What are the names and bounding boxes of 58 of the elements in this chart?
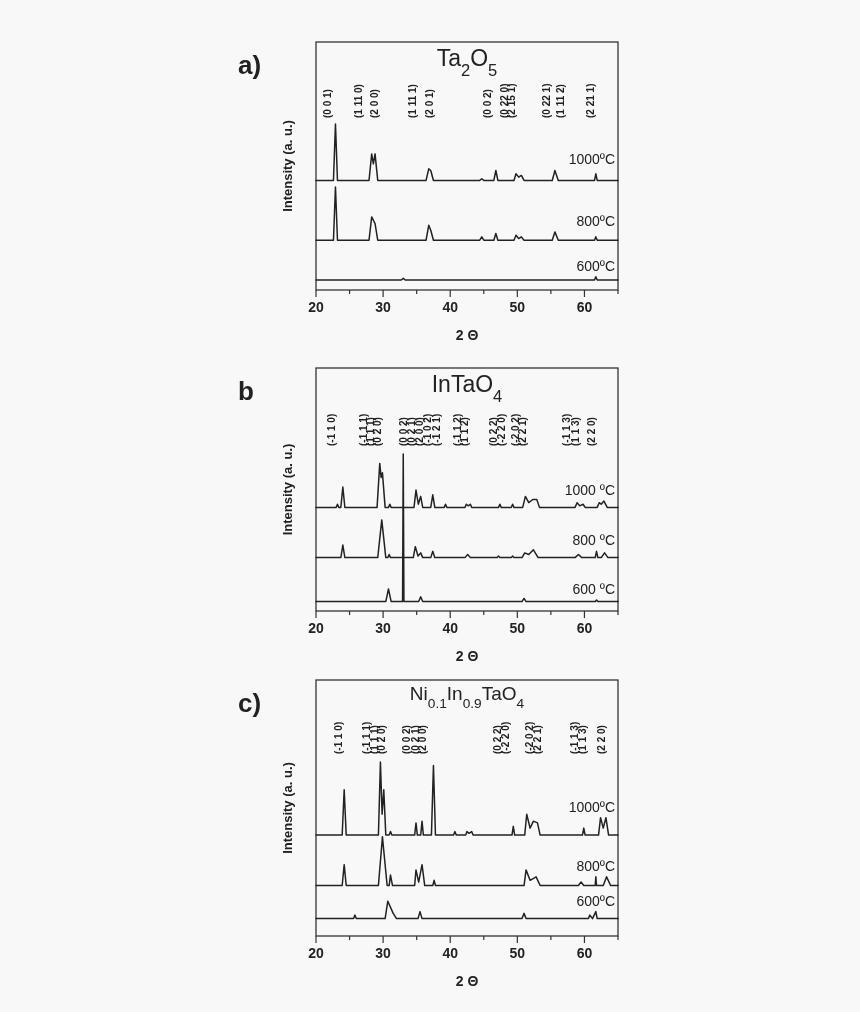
text: a) xyxy=(238,50,262,80)
text: (2 2 1) xyxy=(532,725,543,754)
y-axis-title: Intensity (a. u.) xyxy=(280,443,295,536)
x-tick-label: 60 xyxy=(576,620,593,636)
text: (0 0 1) xyxy=(322,89,333,118)
x-tick-label: 50 xyxy=(509,945,526,961)
series-label: 1000 ºC xyxy=(564,482,615,499)
series-label: 600ºC xyxy=(576,892,615,909)
series-label: 600 ºC xyxy=(572,581,615,598)
text: (-1 1 3) xyxy=(561,413,572,446)
text: b xyxy=(238,376,254,406)
chart-title: Ta$_{2}$O$_{5}$ xyxy=(436,45,498,80)
text: (1 11 1) xyxy=(407,84,418,118)
text: (2 2 0) xyxy=(596,725,607,754)
text: (1 1 3) xyxy=(577,725,588,754)
text: (-1 1 0) xyxy=(326,413,337,446)
text: (0 0 2) xyxy=(482,89,493,118)
text: (2 21 1) xyxy=(585,83,596,118)
text: c) xyxy=(238,688,262,718)
x-tick-label: 20 xyxy=(308,945,324,961)
x-tick-label: 60 xyxy=(576,945,593,961)
x-tick-label: 50 xyxy=(509,299,526,315)
x-axis-title: 2 Θ xyxy=(455,973,479,989)
x-tick-label: 60 xyxy=(576,299,593,315)
text: (-1 0 2) xyxy=(422,413,433,446)
text: (2 0 0) xyxy=(369,89,380,118)
text: (1 1 3) xyxy=(570,417,581,446)
x-tick-label: 30 xyxy=(375,620,392,636)
series-label: 800 ºC xyxy=(572,532,615,549)
series-label: 600ºC xyxy=(576,257,615,274)
x-tick-label: 50 xyxy=(509,620,526,636)
text: (-2 2 0) xyxy=(496,413,507,446)
series-label: 1000ºC xyxy=(568,151,615,168)
x-tick-label: 40 xyxy=(442,945,459,961)
x-tick-label: 20 xyxy=(308,620,324,636)
series-label: 1000ºC xyxy=(568,798,615,815)
chart-title: InTaO$_{4}$ xyxy=(431,371,503,406)
x-tick-label: 40 xyxy=(442,620,459,636)
text: (-2 2 0) xyxy=(500,721,511,754)
x-tick-label: 40 xyxy=(442,299,459,315)
text: (1 11 0) xyxy=(353,84,364,118)
text: (0 0 2) xyxy=(401,725,412,754)
x-axis-title: 2 Θ xyxy=(455,648,479,664)
chart-title: Ni$_{0.1}$In$_{0.9}$TaO$_{4}$ xyxy=(409,683,525,711)
text: (2 0 1) xyxy=(424,89,435,118)
text: (-1 1 0) xyxy=(333,721,344,754)
series-label: 800ºC xyxy=(576,857,615,874)
x-tick-label: 20 xyxy=(308,299,324,315)
text: (2 2 0) xyxy=(586,417,597,446)
x-axis-title: 2 Θ xyxy=(455,327,479,343)
series-label: 800ºC xyxy=(576,212,615,229)
text: (1 11 2) xyxy=(555,84,566,118)
x-tick-label: 30 xyxy=(375,299,392,315)
text: (-1 2 1) xyxy=(431,413,442,446)
y-axis-title: Intensity (a. u.) xyxy=(280,120,295,212)
x-tick-label: 30 xyxy=(375,945,392,961)
y-axis-title: Intensity (a. u.) xyxy=(280,762,295,854)
text: (0 22 1) xyxy=(541,83,552,118)
